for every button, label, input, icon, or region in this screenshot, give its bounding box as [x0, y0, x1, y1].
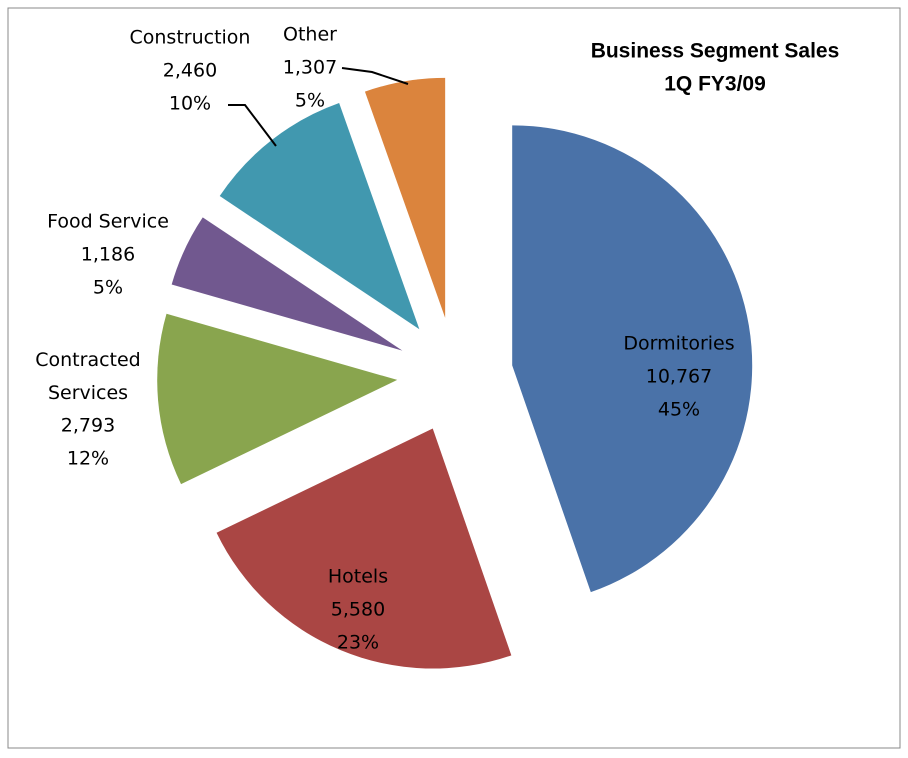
pie-slice: [512, 125, 753, 593]
chart-title: Business Segment Sales: [591, 40, 840, 63]
slice-percent-label: 12%: [67, 448, 109, 470]
pie-slice: [364, 77, 446, 318]
slice-value-label: 2,460: [163, 60, 217, 82]
slice-percent-label: 23%: [337, 632, 379, 654]
leader-line: [228, 104, 277, 147]
pie-slice: [216, 428, 512, 669]
leader-line: [341, 67, 409, 85]
slice-percent-label: 45%: [658, 399, 700, 421]
pie-slice: [219, 103, 420, 330]
pie-slice: [171, 217, 403, 351]
slice-value-label: 1,307: [283, 57, 337, 79]
slice-label: Other: [283, 24, 337, 46]
chart-subtitle: 1Q FY3/09: [664, 73, 766, 96]
slice-value-label: 5,580: [331, 599, 385, 621]
slice-value-label: 10,767: [646, 366, 712, 388]
slice-value-label: 1,186: [81, 244, 135, 266]
slice-label: Hotels: [328, 566, 388, 588]
slice-percent-label: 10%: [169, 93, 211, 115]
slice-percent-label: 5%: [93, 277, 123, 299]
slice-percent-label: 5%: [295, 90, 325, 112]
slice-label: Food Service: [47, 211, 169, 233]
slice-label: Construction: [130, 27, 251, 49]
slice-label: Dormitories: [623, 333, 734, 355]
pie-slice: [157, 313, 398, 485]
slice-value-label: 2,793: [61, 415, 115, 437]
slice-label: Contracted Services: [35, 349, 140, 404]
